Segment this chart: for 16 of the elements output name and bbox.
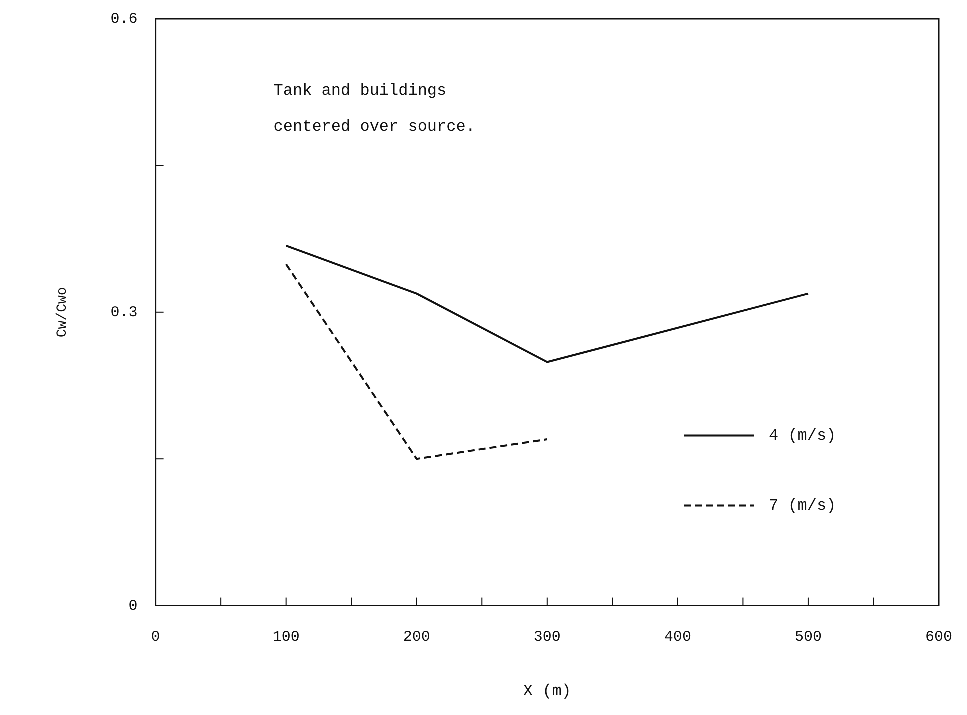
x-tick-label: 600 [925, 628, 953, 646]
y-tick-label: 0.3 [110, 304, 138, 322]
legend-label: 4 (m/s) [769, 427, 836, 446]
x-tick-label: 300 [534, 628, 561, 646]
annotation: centered over source. [274, 118, 476, 136]
legend-label: 7 (m/s) [769, 497, 836, 516]
y-tick-label: 0.6 [110, 10, 138, 28]
y-tick-label: 0 [128, 598, 138, 615]
annotation: Tank and buildings [274, 82, 447, 100]
x-tick-label: 200 [403, 628, 430, 646]
x-tick-label: 500 [794, 628, 822, 646]
y-axis-title: Cw/Cwo [55, 287, 72, 338]
x-tick-label: 0 [151, 628, 160, 646]
x-tick-label: 100 [272, 628, 300, 646]
x-tick-label: 400 [664, 628, 692, 646]
x-axis-title: X (m) [523, 682, 572, 701]
